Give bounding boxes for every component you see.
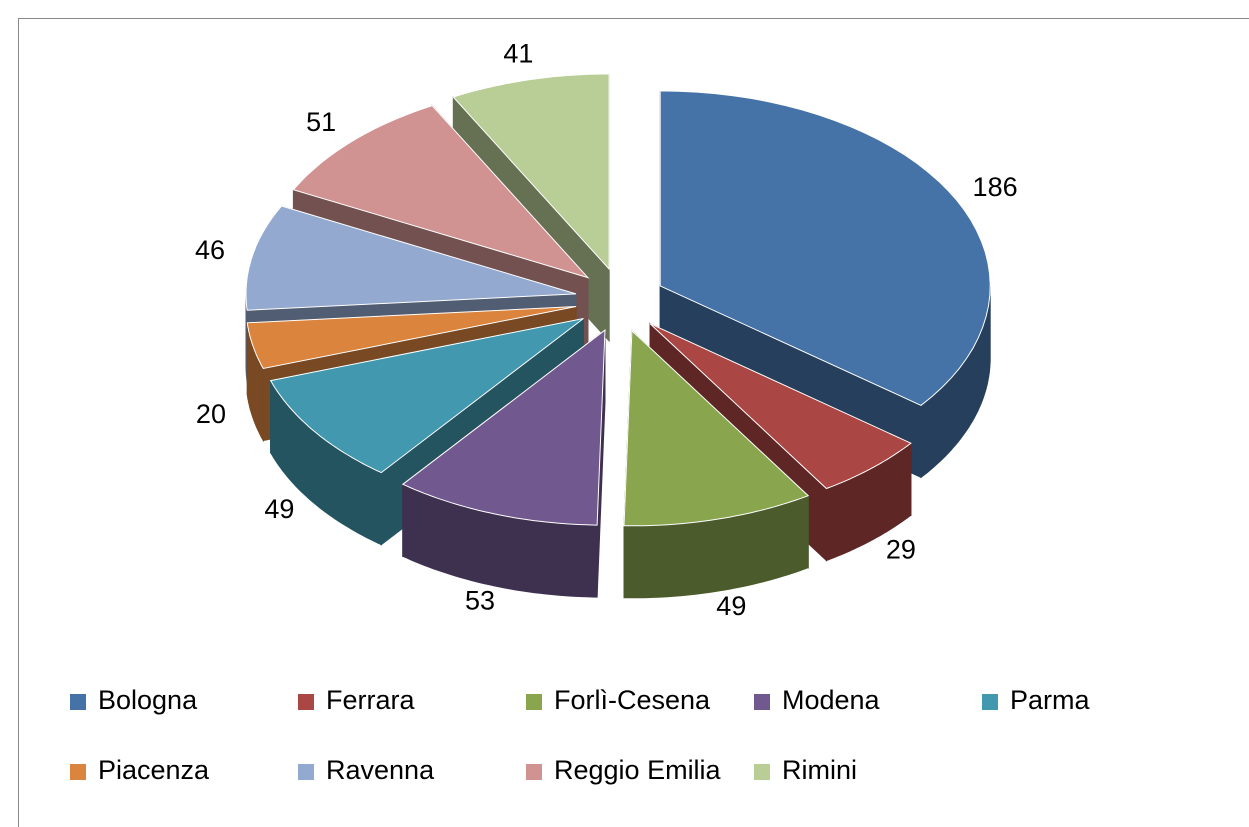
legend-label: Ravenna bbox=[326, 755, 435, 785]
legend-swatch bbox=[70, 694, 86, 710]
data-label: 186 bbox=[973, 172, 1018, 202]
legend-swatch bbox=[982, 694, 998, 710]
legend-swatch bbox=[526, 694, 542, 710]
legend-label: Parma bbox=[1010, 685, 1091, 715]
data-label: 20 bbox=[196, 399, 226, 429]
legend: Bologna Ferrara Forlì-Cesena Modena Parma Pia… bbox=[70, 685, 1091, 785]
slice bbox=[269, 318, 584, 474]
legend-swatch bbox=[298, 764, 314, 780]
data-label: 46 bbox=[195, 235, 225, 265]
data-label: 41 bbox=[503, 38, 533, 68]
slice bbox=[245, 205, 577, 311]
legend-label: Rimini bbox=[782, 755, 857, 785]
slice bbox=[649, 323, 912, 490]
legend-swatch bbox=[298, 694, 314, 710]
legend-swatch bbox=[754, 764, 770, 780]
data-label: 29 bbox=[886, 535, 916, 565]
slice bbox=[452, 73, 610, 271]
legend-swatch bbox=[526, 764, 542, 780]
pie: 186 29 49 53 49 20 46 51 41 bbox=[195, 38, 1018, 621]
legend-swatch bbox=[754, 694, 770, 710]
legend-swatch bbox=[70, 764, 86, 780]
data-label: 53 bbox=[465, 586, 495, 616]
legend-label: Modena bbox=[782, 685, 881, 715]
data-label: 51 bbox=[306, 107, 336, 137]
data-label: 49 bbox=[716, 591, 746, 621]
legend-label: Forlì-Cesena bbox=[554, 685, 711, 715]
legend-label: Bologna bbox=[98, 685, 198, 715]
slice bbox=[292, 105, 590, 279]
legend-label: Ferrara bbox=[326, 685, 415, 715]
slice bbox=[623, 329, 810, 527]
slice bbox=[401, 329, 606, 526]
legend-label: Piacenza bbox=[98, 755, 210, 785]
slice bbox=[246, 306, 577, 370]
legend-label: Reggio Emilia bbox=[554, 755, 722, 785]
slice bbox=[659, 90, 991, 406]
data-label: 49 bbox=[264, 494, 294, 524]
